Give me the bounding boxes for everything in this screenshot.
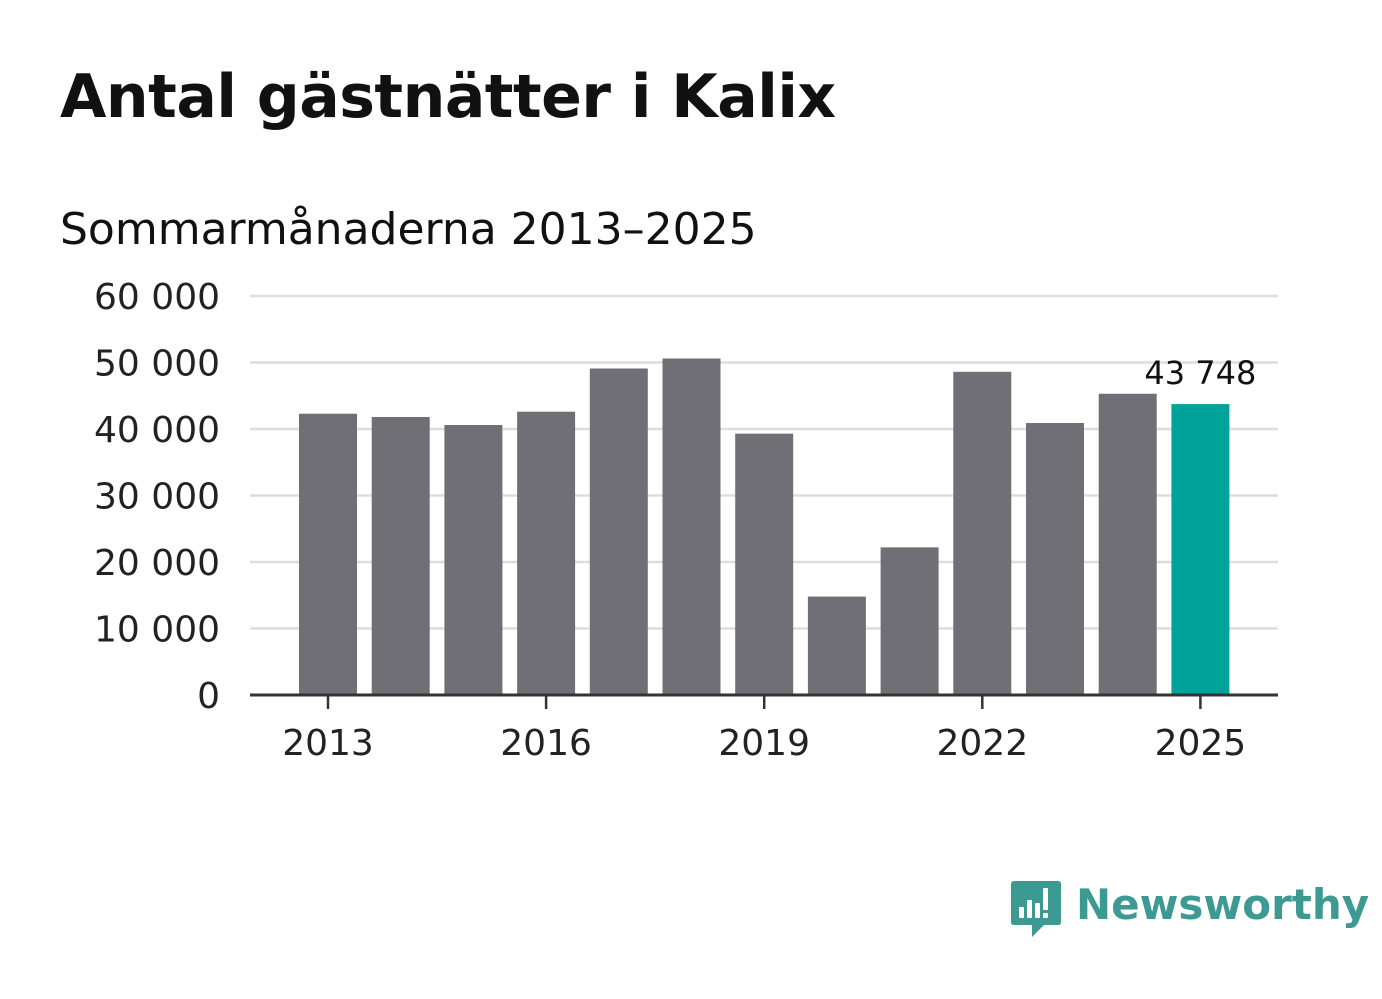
chart-title: Antal gästnätter i Kalix (60, 62, 836, 132)
bar-2015 (444, 425, 503, 695)
y-tick-label: 0 (197, 676, 220, 717)
bar-2023 (1026, 423, 1084, 695)
brand-name: Newsworthy (1076, 880, 1370, 929)
y-tick-label: 30 000 (94, 477, 220, 518)
y-tick-label: 10 000 (94, 610, 220, 651)
y-tick-label: 60 000 (94, 277, 220, 318)
chart-subtitle: Sommarmånaderna 2013–2025 (60, 204, 757, 255)
y-tick-label: 20 000 (94, 543, 220, 584)
x-tick-label: 2022 (936, 723, 1028, 764)
bar-2018 (662, 358, 721, 695)
x-tick-label: 2013 (282, 723, 374, 764)
bar-2014 (371, 417, 430, 695)
bar-2024 (1098, 393, 1157, 695)
bar-2017 (589, 368, 648, 695)
bar-2019 (735, 433, 794, 695)
x-tick-label: 2025 (1155, 723, 1247, 764)
x-tick-label: 2016 (500, 723, 592, 764)
brand-logo: Newsworthy (1010, 878, 1369, 942)
newsworthy-chart-bubble-icon (1011, 881, 1061, 937)
bar-2025 (1171, 404, 1230, 695)
bar-2022 (953, 371, 1012, 695)
data-label: 43 748 (1144, 354, 1256, 392)
bar-2021 (880, 547, 939, 695)
y-tick-label: 50 000 (94, 344, 220, 385)
x-tick-label: 2019 (718, 723, 810, 764)
bar-2013 (299, 413, 357, 695)
bar-2016 (517, 411, 576, 695)
y-tick-label: 40 000 (94, 410, 220, 451)
bar-2020 (807, 596, 866, 695)
